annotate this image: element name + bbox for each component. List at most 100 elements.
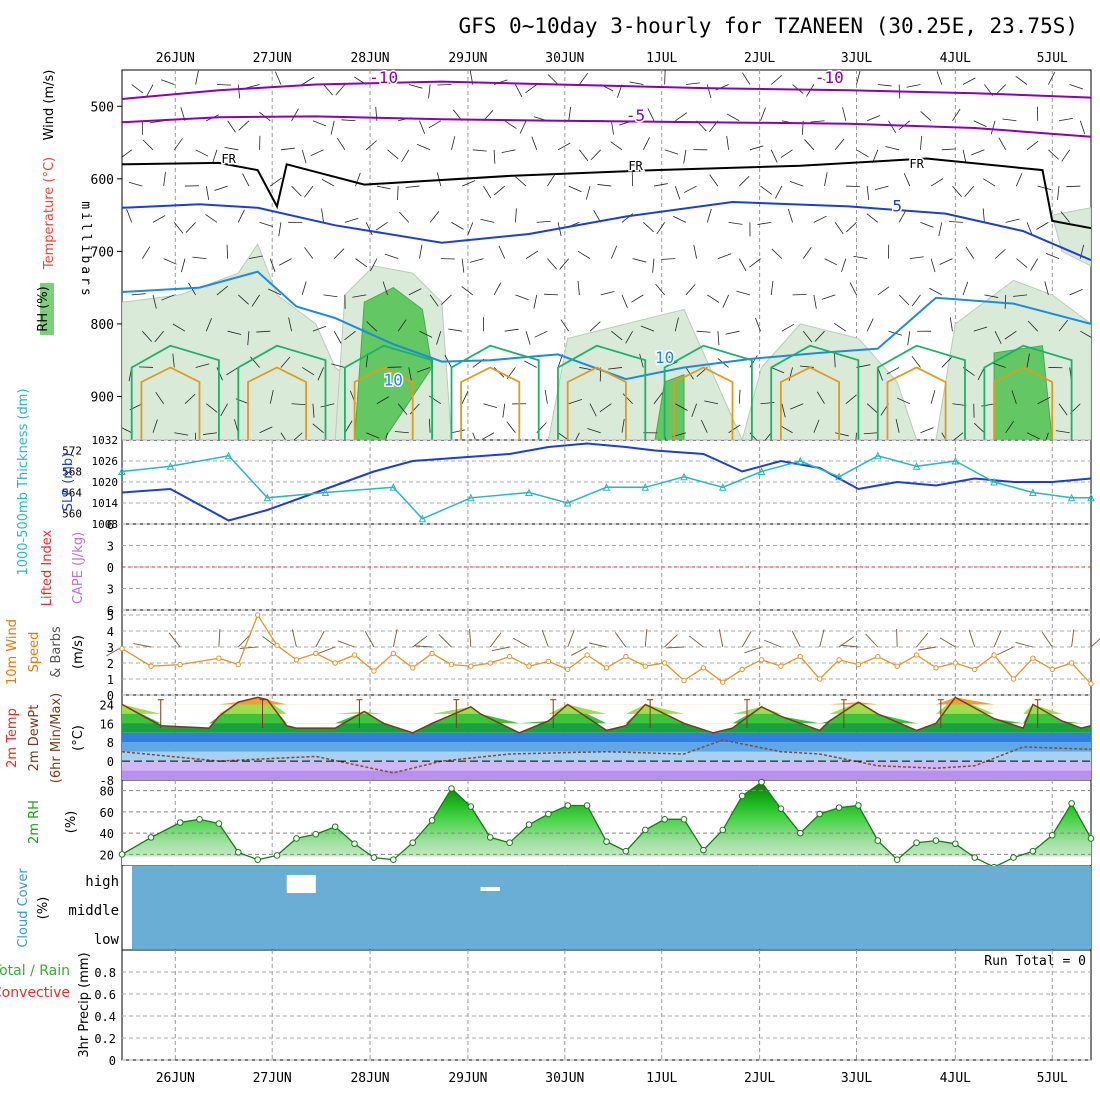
- wind-barb: [279, 258, 292, 266]
- li-tick-label: 6: [107, 604, 114, 618]
- wind-barb: [536, 220, 551, 223]
- precip-tick-label: 0.6: [94, 988, 116, 1002]
- upper-air-ylabel: millibars: [78, 201, 93, 298]
- wind-barb: [834, 322, 847, 332]
- wind-barb: [304, 185, 314, 198]
- wind-point: [448, 661, 455, 668]
- wind-barb: [696, 330, 711, 333]
- rh-point: [758, 778, 765, 786]
- wind-barb: [337, 640, 355, 648]
- y-tick-label: 700: [91, 245, 114, 260]
- wind-barb: [333, 248, 345, 259]
- wind-barb: [394, 431, 409, 434]
- wind-barb: [845, 185, 860, 188]
- wind-barb: [683, 149, 687, 164]
- top-date-label: 27JUN: [253, 51, 292, 66]
- wind-barb: [866, 213, 879, 223]
- wind-barb: [842, 107, 847, 121]
- wind-barb: [953, 432, 964, 440]
- wind-point: [1088, 681, 1094, 687]
- thickness-marker: [321, 488, 330, 496]
- wind-barb: [172, 353, 175, 368]
- wind-barb: [685, 82, 700, 85]
- wind-barb: [419, 330, 433, 338]
- top-date-label: 1JUL: [646, 51, 677, 66]
- wind-barb: [906, 84, 921, 88]
- wind-barb: [771, 367, 785, 374]
- wind-barb: [172, 323, 186, 332]
- thickness-line: [121, 454, 1091, 520]
- wind-point: [565, 666, 571, 673]
- wind-barb: [212, 149, 218, 164]
- wind-barb: [163, 258, 177, 265]
- wind-barb: [531, 136, 538, 150]
- wind-barb: [227, 120, 236, 133]
- wind-barb: [920, 427, 934, 434]
- wind-barb: [1026, 140, 1039, 151]
- wind-barb: [205, 318, 212, 332]
- rh-point: [1087, 835, 1095, 842]
- wind-barb: [408, 84, 423, 89]
- temp-tick-label: 24: [100, 698, 114, 712]
- wind-barb: [544, 389, 548, 404]
- wind-barb: [568, 106, 572, 121]
- wind-barb: [259, 426, 273, 434]
- wind-barb: [335, 84, 346, 96]
- wind-point: [545, 658, 552, 665]
- wind-barb: [205, 214, 218, 223]
- wind-barb: [610, 120, 614, 135]
- wind-barb: [886, 367, 900, 375]
- wind-barb: [315, 630, 325, 648]
- wind-barb: [291, 403, 306, 406]
- wind-tick-label: 4: [107, 625, 114, 639]
- temp-fill-12: [122, 697, 1091, 733]
- wind-barb: [547, 174, 556, 187]
- bottom-date-label: 28JUN: [350, 1071, 389, 1086]
- wind-barb: [376, 396, 390, 405]
- wind-barb: [323, 294, 338, 298]
- wind-barb: [429, 294, 439, 307]
- wind-barb: [1013, 294, 1028, 297]
- wind-point: [642, 663, 648, 669]
- chart-title: GFS 0~10day 3-hourly for TZANEEN (30.25E…: [458, 14, 1078, 38]
- wind-barb: [973, 326, 988, 332]
- green-contour: [983, 344, 1073, 440]
- wind-barb: [760, 402, 775, 405]
- wind-barb: [640, 325, 655, 332]
- wind-barb: [1026, 222, 1033, 236]
- wind-barb: [408, 367, 412, 382]
- wind-barb: [330, 120, 335, 135]
- thickness-marker: [1029, 488, 1037, 496]
- wind-barb: [224, 146, 239, 151]
- rh-tick-label: 80: [100, 785, 114, 799]
- wind-barb: [387, 149, 399, 160]
- wind-barb: [930, 390, 936, 404]
- wind-barb: [376, 185, 391, 190]
- rh-point: [293, 835, 300, 842]
- wind-barb: [700, 419, 708, 433]
- wind-barb: [384, 253, 399, 260]
- thickness-marker: [602, 483, 611, 491]
- temp-band: [122, 770, 1091, 780]
- rh-point: [196, 816, 203, 823]
- wind-barb: [541, 629, 549, 648]
- wind-barb: [270, 177, 282, 187]
- wind-point: [952, 660, 959, 666]
- top-date-label: 29JUN: [448, 51, 487, 66]
- rh-point: [273, 852, 281, 859]
- contour-label: FR: [628, 159, 643, 173]
- wind-barb: [122, 149, 132, 158]
- wind-barb: [571, 646, 588, 656]
- wind-barb: [821, 294, 836, 300]
- wind-barb: [184, 393, 196, 405]
- precip-tick-label: 0: [109, 1054, 116, 1068]
- wind-barb: [941, 357, 952, 368]
- wind-barb: [834, 222, 844, 235]
- wind-barb: [952, 403, 967, 406]
- warm-contour: [993, 366, 1054, 440]
- rh-point: [486, 834, 494, 841]
- wind-ylabel-2: Speed: [27, 632, 42, 673]
- wind-barb: [192, 256, 207, 260]
- wind-point: [661, 660, 668, 666]
- wind-barb: [804, 139, 815, 151]
